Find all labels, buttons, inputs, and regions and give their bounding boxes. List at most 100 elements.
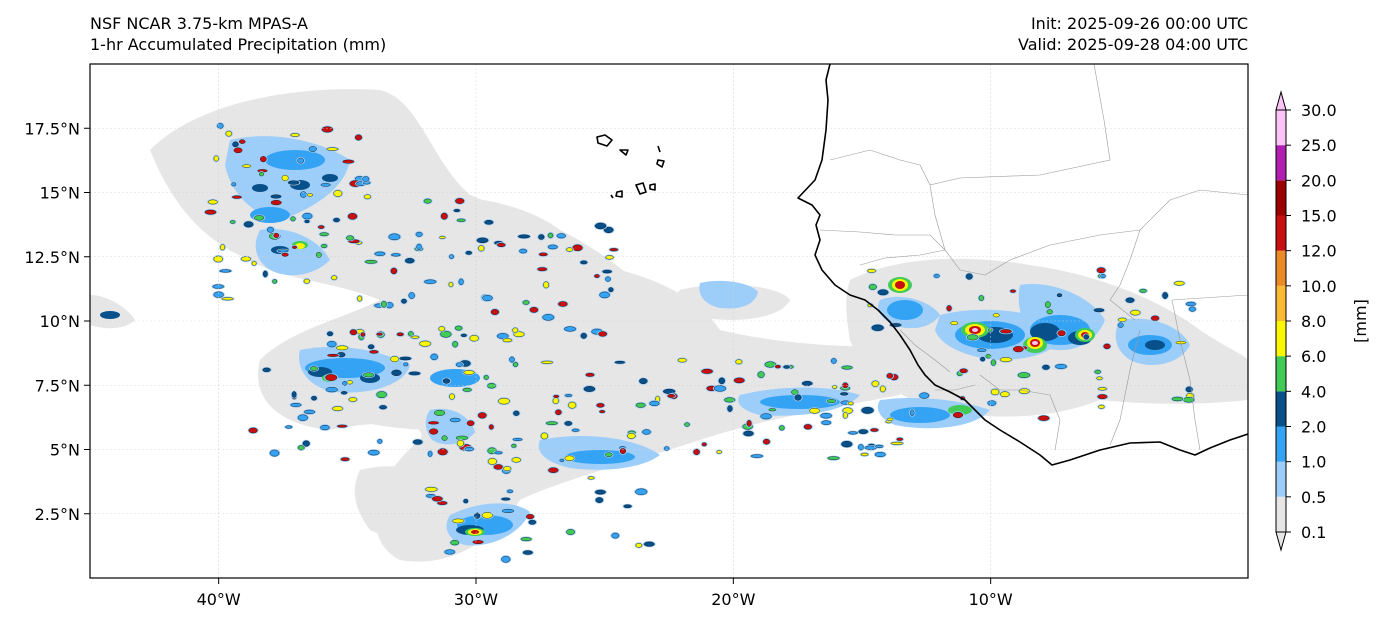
cell-core: [599, 410, 606, 414]
cell-core: [950, 321, 959, 326]
cell-core: [1130, 309, 1141, 316]
cell-core: [262, 367, 271, 373]
cell-core: [437, 448, 448, 456]
cell-core: [611, 532, 620, 539]
cell-core: [231, 182, 237, 187]
y-tick-label: 7.5°N: [35, 376, 80, 395]
cell-core: [332, 406, 343, 411]
cell-core: [831, 358, 837, 364]
cell-core: [568, 401, 577, 409]
cell-core: [750, 454, 764, 458]
x-tick-label: 30°W: [454, 590, 498, 609]
cell-core: [598, 331, 608, 337]
cell-core: [1000, 329, 1012, 334]
cell-core: [292, 245, 298, 249]
colorbar-tick-label: 25.0: [1301, 136, 1337, 155]
cell-core: [564, 421, 573, 426]
cell-core: [555, 409, 562, 415]
cell-core: [357, 295, 363, 302]
cell-core: [220, 244, 225, 251]
cell-core: [614, 360, 626, 364]
cell-core: [501, 497, 511, 501]
cell-core: [558, 301, 568, 307]
cell-core: [290, 216, 296, 222]
cell-core: [1055, 364, 1067, 369]
cell-core: [494, 451, 503, 455]
cell-core: [635, 543, 643, 548]
colorbar-tick-label: 4.0: [1301, 382, 1326, 401]
cell-core: [331, 275, 338, 281]
cell-core: [746, 420, 752, 427]
cell-core: [602, 269, 612, 274]
scattered-convective-cells: [203, 122, 1197, 564]
cell-core: [453, 209, 461, 213]
cell-core: [449, 393, 455, 400]
gridlines: [90, 64, 1248, 578]
cell-core: [478, 245, 485, 252]
cell-core: [488, 424, 494, 430]
cell-core: [608, 287, 614, 293]
cell-core: [374, 251, 386, 256]
cell-core: [594, 222, 607, 230]
cell-core: [538, 252, 548, 257]
cell-core: [333, 217, 340, 223]
cell-core: [919, 392, 930, 399]
cell-core: [609, 248, 619, 252]
cell-core: [627, 433, 636, 439]
colorbar-segment: [1276, 356, 1286, 392]
colorbar-extend-low: [1275, 531, 1287, 552]
colorbar-tick-label: 2.0: [1301, 418, 1326, 437]
colorbar-tick-label: 6.0: [1301, 347, 1326, 366]
cell-core: [512, 438, 523, 441]
cell-core: [455, 198, 465, 204]
colorbar-tick-label: 20.0: [1301, 171, 1337, 190]
cell-core: [441, 435, 448, 441]
y-tick-label: 5°N: [50, 441, 80, 460]
cell-core: [349, 329, 358, 336]
cell-core: [390, 356, 399, 363]
cell-core: [363, 372, 374, 378]
cell-core: [547, 232, 554, 239]
cell-core: [501, 555, 511, 563]
cell-core: [270, 200, 282, 206]
cell-core: [303, 278, 310, 284]
cell-core: [509, 356, 515, 363]
cell-core: [977, 348, 987, 352]
cell-core: [290, 403, 302, 407]
cell-core: [408, 292, 415, 299]
cell-core: [548, 467, 559, 473]
cell-core: [520, 537, 532, 542]
cell-core: [469, 335, 479, 342]
cell-core: [801, 381, 813, 386]
cell-core: [326, 147, 339, 151]
cell-core: [511, 443, 517, 448]
colorbar-tick-label: 8.0: [1301, 312, 1326, 331]
cell-core: [472, 540, 484, 544]
cell-core: [571, 428, 580, 432]
cell-core: [498, 397, 510, 405]
cell-core: [342, 381, 348, 386]
cell-core: [497, 242, 506, 247]
cell-core: [529, 306, 539, 313]
cell-core: [277, 249, 289, 253]
cell-core: [368, 449, 380, 456]
cell-core: [1189, 306, 1196, 312]
cell-core: [1045, 301, 1051, 309]
cell-core: [896, 437, 903, 441]
cell-core: [297, 414, 308, 421]
cell-core: [724, 397, 736, 403]
cell-core: [290, 133, 300, 137]
cell-core: [783, 365, 790, 369]
cell-core: [545, 421, 558, 425]
cell-core: [248, 427, 258, 434]
cell-core: [487, 383, 497, 389]
cell-core: [347, 213, 358, 220]
cell-core: [596, 403, 605, 408]
cell-core: [1042, 364, 1050, 370]
cell-core: [619, 448, 626, 454]
cell-core: [251, 261, 257, 266]
cell-core: [603, 226, 614, 233]
cell-core: [493, 464, 503, 470]
cell-core: [272, 279, 278, 284]
cell-core: [985, 354, 992, 359]
